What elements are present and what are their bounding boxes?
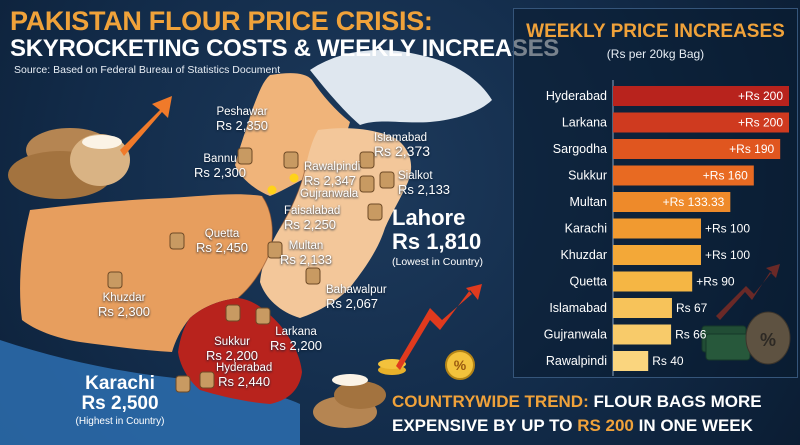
- bar-value-label: +Rs 160: [703, 169, 748, 183]
- region-north: [310, 50, 492, 125]
- bar-gujranwala: [613, 324, 672, 345]
- city-label-bannu: Bannu Rs 2,300: [194, 153, 247, 180]
- banner-line-2: EXPENSIVE BY UP TO RS 200 IN ONE WEEK: [392, 416, 753, 436]
- city-label-peshawar: Peshawar Rs 2,350: [216, 106, 269, 133]
- city-label-multan: Multan Rs 2,133: [280, 240, 333, 267]
- karachi-name: Karachi: [85, 373, 155, 394]
- lahore-name: Lahore: [392, 205, 466, 230]
- city-label-faisalabad: Faisalabad Rs 2,250: [284, 205, 341, 232]
- bar-value-label: Rs 40: [652, 354, 684, 368]
- bar-value-label: +Rs 133.33: [663, 195, 725, 209]
- bar-category-label: Islamabad: [549, 301, 607, 315]
- banner-line-1: COUNTRYWIDE TREND: FLOUR BAGS MORE: [392, 392, 762, 412]
- karachi-price: Rs 2,500: [81, 393, 159, 414]
- bar-value-label: Rs 67: [676, 301, 708, 315]
- red-arrow-icon: [396, 284, 482, 370]
- bar-category-label: Gujranwala: [544, 328, 607, 342]
- bar-category-label: Sargodha: [553, 142, 607, 156]
- flour-bag-icon: [359, 151, 375, 169]
- flour-bag-icon: [379, 171, 395, 189]
- bar-karachi: [613, 218, 701, 239]
- rising-arrow-icon: [120, 96, 172, 156]
- panel-subtitle: (Rs per 20kg Bag): [606, 47, 705, 61]
- banner-line-2-accent: RS 200: [577, 416, 634, 435]
- city-label-larkana: Larkana Rs 2,200: [270, 326, 323, 353]
- flour-bag-icon: [255, 307, 271, 325]
- city-label-gujranwala: Gujranwala: [300, 188, 359, 200]
- city-label-khuzdar: Khuzdar Rs 2,300: [98, 292, 151, 319]
- bar-larkana: [613, 112, 789, 133]
- flour-bag-icon: [199, 371, 215, 389]
- title-line-1: PAKISTAN FLOUR PRICE CRISIS:: [10, 6, 433, 36]
- bar-category-label: Larkana: [562, 116, 607, 130]
- lahore-note: (Lowest in Country): [392, 256, 484, 268]
- karachi-callout: Karachi Rs 2,500 (Highest in Country): [60, 373, 180, 428]
- city-label-sukkur: Sukkur Rs 2,200: [206, 336, 259, 363]
- coins-icon: %: [378, 350, 475, 380]
- bar-islamabad: [613, 298, 672, 318]
- city-dot-rawalpindi: [289, 173, 299, 183]
- arabian-sea: [0, 340, 300, 445]
- banner-line-2-post: IN ONE WEEK: [633, 416, 753, 435]
- bar-category-label: Quetta: [569, 275, 607, 289]
- region-punjab: [260, 128, 412, 318]
- bar-category-label: Hyderabad: [546, 89, 607, 103]
- title-line-2: SKYROCKETING COSTS & WEEKLY INCREASES: [10, 35, 559, 62]
- flour-bag-icon: [225, 304, 241, 322]
- bar-category-label: Karachi: [565, 222, 607, 236]
- bar-hyderabad: [613, 86, 789, 106]
- city-label-bahawalpur: Bahawalpur Rs 2,067: [326, 284, 387, 311]
- flour-bag-icon: [305, 267, 321, 285]
- flour-bag-icon: [175, 375, 191, 393]
- karachi-note: (Highest in Country): [75, 416, 165, 427]
- source-note: Source: Based on Federal Bureau of Stati…: [14, 64, 281, 76]
- bar-value-label: Rs 66: [675, 328, 707, 342]
- city-dot-bannu: [267, 185, 277, 195]
- city-label-rawalpindi: Rawalpindi Rs 2,347: [304, 161, 361, 188]
- lahore-callout: Lahore Rs 1,810 (Lowest in Country): [392, 205, 484, 269]
- panel-title: WEEKLY PRICE INCREASES: [526, 21, 785, 42]
- flour-bag-icon: [359, 175, 375, 193]
- city-label-islamabad: Islamabad Rs 2,373: [374, 132, 431, 159]
- bar-value-label: +Rs 200: [738, 89, 783, 103]
- flour-sacks-illustration: [8, 128, 130, 199]
- bar-value-label: +Rs 200: [738, 116, 783, 130]
- flour-bag-icon: [107, 271, 123, 289]
- bar-category-label: Sukkur: [568, 169, 607, 183]
- banner-line-1-rest: FLOUR BAGS MORE: [588, 392, 762, 411]
- bar-quetta: [613, 271, 693, 292]
- flour-bag-icon: [267, 241, 283, 259]
- bar-sargodha: [613, 139, 781, 159]
- flour-bag-icon: [367, 203, 383, 221]
- bar-khuzdar: [613, 245, 701, 265]
- flour-bag-icon: [169, 232, 185, 250]
- bar-sukkur: [613, 165, 754, 186]
- weekly-increase-bar-chart: Hyderabad +Rs 200 Larkana +Rs 200 Sargodha +R…: [544, 80, 789, 376]
- svg-text:%: %: [454, 357, 467, 373]
- bar-value-label: +Rs 100: [705, 222, 750, 236]
- bar-category-label: Multan: [569, 195, 607, 209]
- banner-line-2-pre: EXPENSIVE BY UP TO: [392, 416, 578, 435]
- flour-sacks-illustration-bottom: [313, 374, 386, 428]
- bar-category-label: Khuzdar: [560, 248, 607, 262]
- bar-value-label: +Rs 100: [705, 248, 750, 262]
- flour-bag-icon: [237, 147, 253, 165]
- bar-rawalpindi: [613, 351, 649, 371]
- bar-multan: [613, 192, 731, 212]
- bar-category-label: Rawalpindi: [546, 354, 607, 368]
- lahore-price: Rs 1,810: [392, 229, 482, 254]
- banner-line-1-accent: COUNTRYWIDE TREND:: [392, 392, 589, 411]
- bar-value-label: +Rs 190: [729, 142, 774, 156]
- bar-value-label: +Rs 90: [696, 275, 735, 289]
- city-label-quetta: Quetta Rs 2,450: [196, 228, 249, 255]
- flour-bag-icon: [283, 151, 299, 169]
- city-label-hyderabad: Hyderabad Rs 2,440: [216, 362, 273, 389]
- region-balochistan: [20, 194, 273, 352]
- city-label-sialkot: Sialkot Rs 2,133: [398, 170, 451, 197]
